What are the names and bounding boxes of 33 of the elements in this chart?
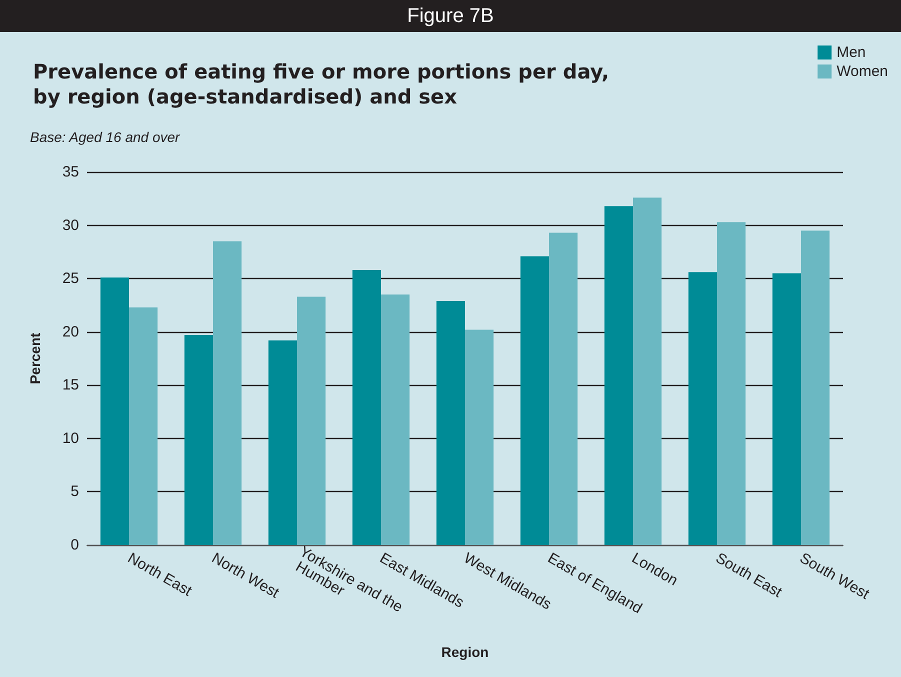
chart-subtitle: Prevalence of eating five or more portions per day, by region (age-standardised) and sex xyxy=(33,60,610,108)
bar xyxy=(801,230,830,545)
bar xyxy=(772,273,801,545)
bar xyxy=(381,294,410,545)
bar xyxy=(100,278,129,545)
y-tick-label: 5 xyxy=(70,483,79,500)
y-tick-label: 35 xyxy=(62,164,79,180)
bar xyxy=(688,272,717,545)
y-tick-label: 10 xyxy=(62,430,79,447)
y-tick-label: 15 xyxy=(62,376,79,394)
bar xyxy=(465,330,494,545)
bar xyxy=(297,296,326,545)
legend-label: Women xyxy=(836,63,888,80)
bar xyxy=(352,270,381,545)
bar xyxy=(633,198,662,545)
bar xyxy=(436,300,465,545)
x-axis-title: Region xyxy=(441,644,489,660)
legend-label: Men xyxy=(836,44,866,61)
text: Base: Aged 16 and over xyxy=(30,129,182,145)
y-tick-label: 30 xyxy=(62,216,79,234)
y-axis-title: Percent xyxy=(27,332,43,384)
bar xyxy=(717,222,746,545)
y-tick-label: 20 xyxy=(62,323,79,340)
chart-title: Figure 7B xyxy=(0,0,901,32)
bar xyxy=(129,307,158,545)
y-tick-label: 25 xyxy=(62,270,79,288)
bar xyxy=(549,232,578,545)
bar xyxy=(184,335,213,545)
bar xyxy=(213,241,242,545)
y-tick-label: 0 xyxy=(70,536,79,554)
bar xyxy=(604,206,633,545)
bar xyxy=(520,256,549,545)
bar xyxy=(268,340,297,545)
